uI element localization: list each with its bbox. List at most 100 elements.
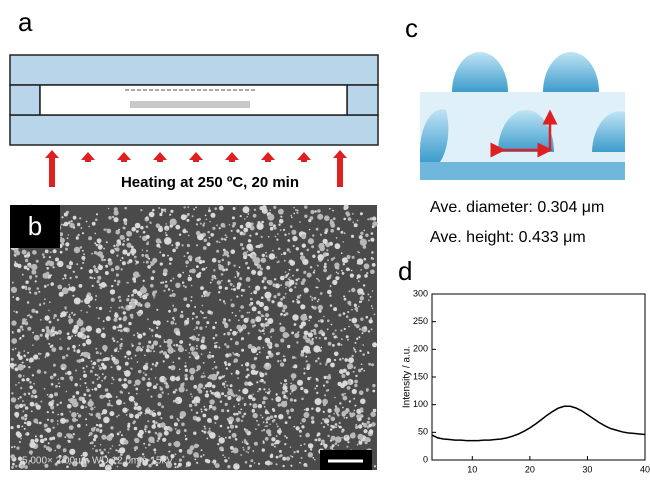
particle — [22, 274, 24, 276]
particle — [115, 230, 120, 235]
particle — [15, 348, 17, 350]
particle — [258, 463, 260, 465]
particle — [301, 234, 306, 239]
particle — [219, 299, 221, 301]
particle — [294, 286, 296, 288]
particle — [194, 459, 196, 461]
particle — [10, 454, 15, 459]
particle — [94, 427, 96, 429]
particle — [32, 374, 34, 376]
particle — [297, 295, 301, 299]
particle — [187, 213, 190, 216]
particle — [62, 367, 65, 370]
particle — [69, 449, 75, 455]
particle — [279, 323, 281, 325]
y-tick-label: 250 — [413, 316, 428, 326]
particle — [336, 272, 338, 274]
particle — [248, 452, 250, 454]
particle — [30, 277, 32, 279]
particle — [47, 411, 49, 413]
particle — [244, 404, 246, 406]
particle — [322, 333, 325, 336]
particle — [311, 245, 314, 248]
particle — [292, 314, 298, 320]
particle — [182, 272, 184, 274]
particle — [114, 314, 119, 319]
particle — [149, 328, 151, 330]
particle — [316, 228, 319, 231]
particle — [214, 391, 220, 397]
particle — [286, 437, 288, 439]
particle — [217, 371, 220, 374]
particle — [202, 305, 204, 307]
particle — [112, 377, 114, 379]
particle — [347, 409, 350, 412]
particle — [64, 436, 66, 438]
particle — [204, 406, 206, 408]
particle — [255, 428, 257, 430]
particle — [354, 349, 356, 351]
particle — [131, 227, 136, 232]
particle — [56, 332, 59, 335]
particle — [142, 294, 147, 299]
particle — [263, 442, 265, 444]
particle — [107, 438, 109, 440]
particle — [282, 402, 285, 405]
particle — [374, 465, 376, 467]
particle — [314, 388, 316, 390]
particle — [222, 224, 225, 227]
particle — [68, 316, 71, 319]
particle — [133, 420, 136, 423]
heat-arrow — [45, 150, 59, 187]
particle — [22, 335, 24, 337]
particle — [228, 363, 231, 366]
particle — [290, 446, 292, 448]
particle — [95, 233, 97, 235]
panel-label: b — [28, 211, 42, 241]
particle — [228, 388, 230, 390]
particle — [110, 366, 112, 368]
particle — [185, 349, 187, 351]
particle — [224, 361, 227, 364]
particle — [227, 465, 230, 468]
particle — [86, 311, 88, 313]
particle — [97, 374, 99, 376]
particle — [233, 413, 236, 416]
particle — [264, 406, 266, 408]
particle — [235, 353, 238, 356]
plot-frame — [432, 294, 645, 460]
particle — [179, 234, 181, 236]
particle — [306, 366, 310, 370]
particle — [210, 390, 212, 392]
particle — [238, 319, 240, 321]
particle — [40, 319, 42, 321]
particle — [185, 362, 187, 364]
particle — [282, 465, 284, 467]
particle — [257, 391, 259, 393]
particle — [286, 397, 288, 399]
particle — [16, 297, 20, 301]
particle — [326, 390, 328, 392]
particle — [148, 378, 150, 380]
particle — [324, 394, 326, 396]
particle — [235, 394, 237, 396]
particle — [30, 439, 34, 443]
particle — [32, 332, 34, 334]
particle — [193, 351, 199, 357]
particle — [192, 312, 195, 315]
particle — [240, 305, 244, 309]
particle — [278, 224, 280, 226]
particle — [82, 367, 84, 369]
particle — [86, 339, 92, 345]
particle — [300, 423, 302, 425]
particle — [145, 254, 149, 258]
particle — [147, 409, 149, 411]
particle — [236, 271, 238, 273]
particle — [22, 250, 27, 255]
particle — [329, 208, 331, 210]
particle — [321, 440, 325, 444]
particle — [262, 258, 264, 260]
particle — [296, 279, 299, 282]
particle — [60, 251, 63, 254]
particle — [121, 434, 123, 436]
